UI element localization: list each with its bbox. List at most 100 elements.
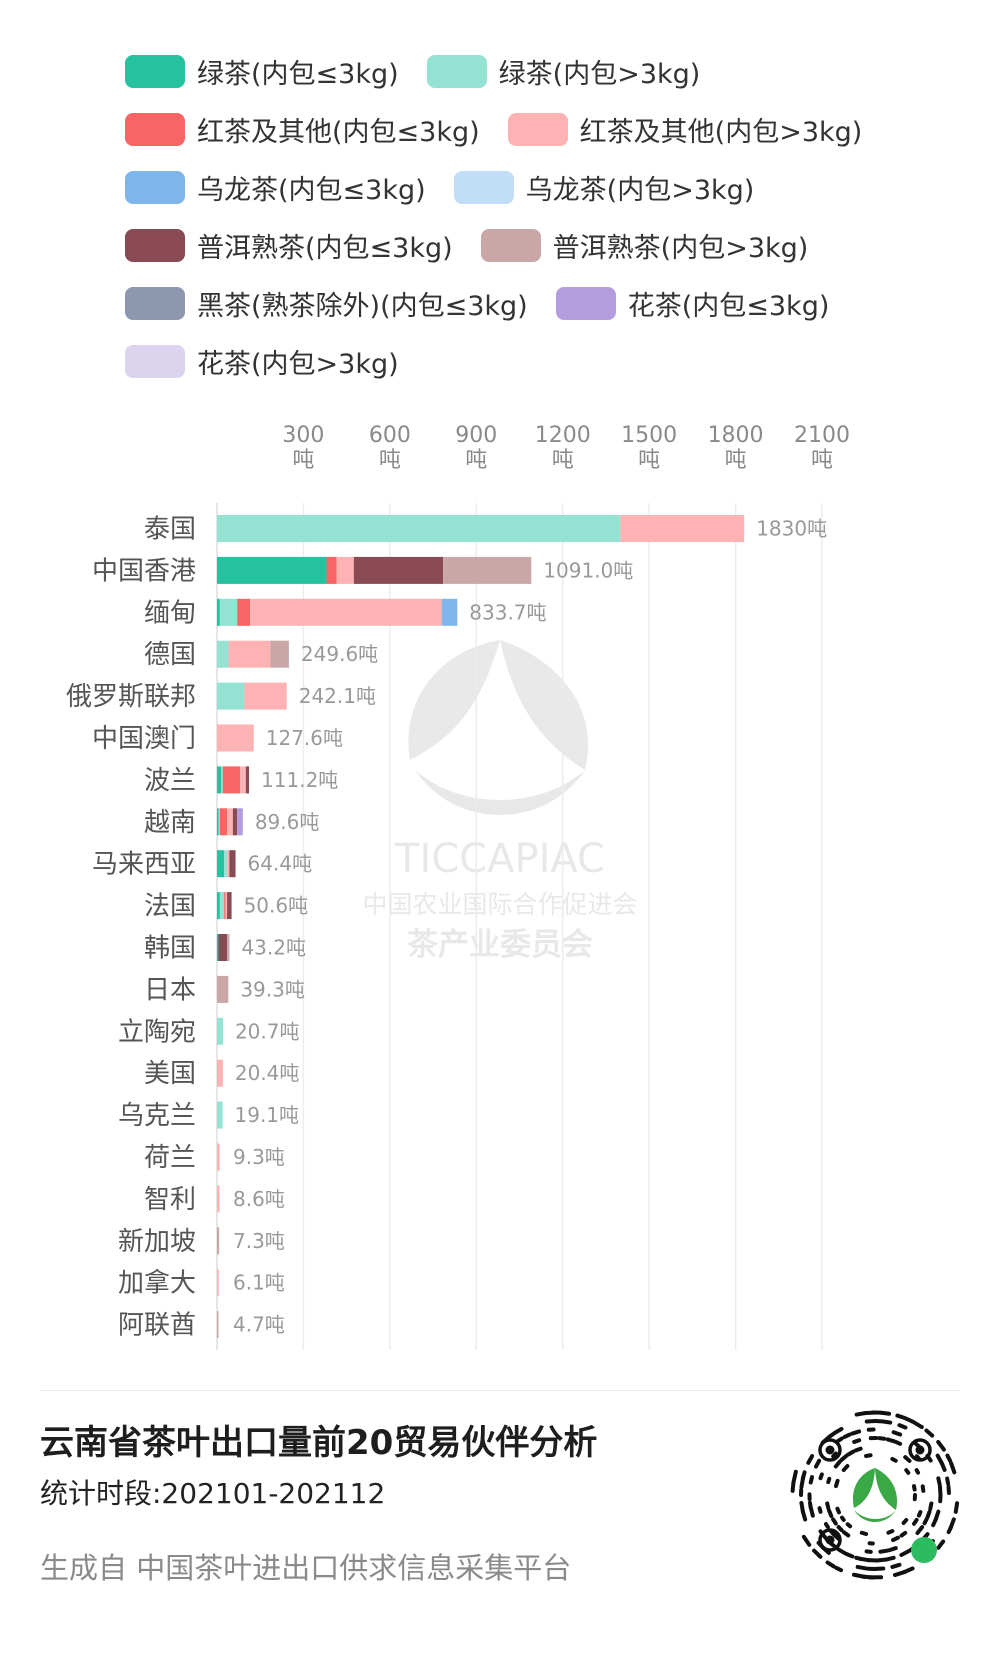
qr-dot: [899, 1549, 911, 1557]
qr-finder: [818, 1438, 842, 1462]
qr-dot: [892, 1569, 908, 1578]
legend-item[interactable]: 红茶及其他(内包≤3kg): [125, 110, 480, 149]
legend-label: 红茶及其他(内包≤3kg): [197, 116, 480, 148]
legend-item[interactable]: 绿茶(内包≤3kg): [125, 52, 399, 91]
qr-dot: [826, 1476, 832, 1485]
bar-segment: [219, 598, 238, 626]
qr-dot: [885, 1437, 897, 1444]
legend-row: 绿茶(内包≤3kg) 绿茶(内包>3kg): [125, 42, 985, 100]
bar-segment: [225, 892, 228, 920]
qr-dot: [833, 1459, 842, 1469]
bar-segment: [326, 556, 337, 584]
qr-dot: [837, 1548, 847, 1556]
legend-item[interactable]: 普洱熟茶(内包≤3kg): [125, 226, 453, 265]
qr-dot: [835, 1506, 841, 1515]
qr-dot: [911, 1484, 917, 1492]
qr-dot: [953, 1501, 960, 1514]
category-label: 立陶宛: [118, 1017, 196, 1047]
category-label: 俄罗斯联邦: [66, 682, 196, 712]
legend-item[interactable]: 花茶(内包≤3kg): [555, 284, 829, 323]
category-label: 波兰: [144, 766, 196, 796]
qr-dot: [836, 1525, 844, 1533]
bar-segment: [244, 682, 287, 710]
bar-segment: [228, 640, 271, 668]
legend-swatch: [480, 228, 541, 262]
qr-dot: [834, 1478, 840, 1489]
category-label: 加拿大: [118, 1269, 196, 1299]
qr-dot: [799, 1500, 805, 1514]
category-label: 新加坡: [118, 1227, 196, 1257]
qr-dot: [826, 1430, 838, 1440]
bar-segment: [232, 808, 238, 836]
watermark-brand: TICCAPIAC: [394, 836, 605, 882]
qr-dot: [945, 1476, 951, 1486]
bar-segment: [217, 724, 254, 752]
bar-total-label: 1830吨: [756, 517, 827, 541]
legend-label: 乌龙茶(内包>3kg): [525, 174, 755, 206]
x-tick-label: 1500: [621, 423, 677, 448]
tea-leaf-logo-icon: [852, 1468, 898, 1522]
bar-total-label: 6.1吨: [233, 1271, 285, 1295]
category-label: 越南: [144, 808, 196, 838]
bar-segment: [217, 1311, 219, 1339]
bar-total-label: 833.7吨: [469, 600, 546, 624]
qr-dot: [817, 1506, 823, 1514]
qr-dot: [852, 1438, 862, 1444]
legend-item[interactable]: 乌龙茶(内包>3kg): [453, 168, 755, 207]
x-tick-unit: 吨: [725, 448, 747, 473]
legend-item[interactable]: 花茶(内包>3kg): [125, 342, 399, 381]
legend-item[interactable]: 乌龙茶(内包≤3kg): [125, 168, 426, 207]
category-label: 美国: [144, 1059, 196, 1089]
qr-dot: [825, 1501, 831, 1510]
x-tick-label: 300: [282, 423, 324, 448]
qr-dot: [791, 1469, 798, 1485]
bar-segment: [229, 850, 236, 878]
qr-dot: [823, 1522, 830, 1530]
legend-item[interactable]: 绿茶(内包>3kg): [426, 52, 701, 91]
qr-dot: [931, 1517, 938, 1528]
legend-swatch: [125, 286, 185, 320]
bar-segment: [222, 766, 241, 794]
bar-segment: [217, 682, 245, 710]
qr-dot: [812, 1548, 823, 1559]
qr-dot: [920, 1484, 926, 1493]
bar-segment: [218, 934, 228, 961]
legend-item[interactable]: 红茶及其他(内包>3kg): [507, 110, 863, 149]
legend-label: 绿茶(内包≤3kg): [197, 58, 399, 90]
legend-item[interactable]: 黑茶(熟茶除外)(内包≤3kg): [125, 284, 528, 323]
qr-dot: [925, 1509, 932, 1520]
qr-dot: [924, 1428, 935, 1438]
x-tick-label: 1200: [535, 423, 591, 448]
x-tick-unit: 吨: [811, 448, 833, 473]
x-tick-unit: 吨: [379, 448, 401, 473]
legend-row: 花茶(内包>3kg): [125, 332, 985, 390]
qr-dot: [808, 1475, 815, 1485]
legend-label: 红茶及其他(内包>3kg): [579, 116, 863, 148]
bar-segment: [353, 556, 444, 584]
legend-row: 乌龙茶(内包≤3kg) 乌龙茶(内包>3kg): [125, 158, 985, 216]
bar-segment: [217, 892, 220, 920]
mini-program-badge-icon: [911, 1537, 937, 1563]
qr-dot: [851, 1572, 867, 1579]
qr-dot: [910, 1419, 924, 1430]
qr-dot: [850, 1429, 862, 1436]
bar-total-label: 39.3吨: [240, 977, 305, 1001]
qr-dot: [886, 1529, 895, 1535]
qr-dot: [904, 1468, 911, 1475]
legend-label: 普洱熟茶(内包>3kg): [552, 232, 809, 264]
bar-segment: [217, 640, 229, 668]
qr-dot: [831, 1451, 838, 1459]
bar-segment: [217, 556, 327, 584]
qr-dot: [839, 1453, 849, 1462]
qr-dot: [949, 1460, 957, 1475]
qr-dot: [936, 1439, 946, 1452]
legend-label: 绿茶(内包>3kg): [498, 58, 701, 90]
category-label: 德国: [144, 640, 196, 670]
mini-program-qr-code-icon[interactable]: [790, 1410, 960, 1580]
legend-item[interactable]: 普洱熟茶(内包>3kg): [480, 226, 809, 265]
qr-finder-dot: [825, 1535, 835, 1545]
bar-segment: [217, 1017, 223, 1045]
bar-segment: [336, 556, 354, 584]
qr-dot: [887, 1546, 898, 1553]
